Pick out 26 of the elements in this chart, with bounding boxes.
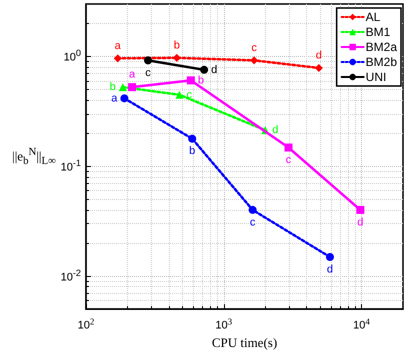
data-label: b bbox=[110, 81, 116, 94]
data-label: a bbox=[129, 68, 136, 81]
data-label: b bbox=[189, 145, 196, 158]
x-axis-title: CPU time(s) bbox=[212, 335, 278, 350]
data-label: a bbox=[114, 40, 122, 52]
data-label: b bbox=[198, 74, 204, 86]
data-label: d bbox=[316, 49, 322, 62]
data-label: c bbox=[145, 66, 152, 79]
legend-label: BM2a bbox=[366, 40, 398, 54]
y-tick-label: 10$^{-2}$ bbox=[60, 268, 81, 284]
legend-label: BM1 bbox=[366, 25, 391, 39]
legend-label: BM2b bbox=[366, 55, 398, 69]
legend-label: AL bbox=[366, 10, 381, 24]
y-tick-label: 10$^{0}$ bbox=[64, 48, 81, 64]
y-axis-title: ||e$_{b}$$^{N}$||$_{L∞}$ bbox=[12, 146, 56, 167]
data-label: c bbox=[286, 154, 292, 166]
data-label: d bbox=[211, 64, 218, 76]
data-label: c bbox=[250, 216, 256, 228]
data-label: c bbox=[251, 42, 258, 54]
data-label: b bbox=[174, 39, 180, 52]
data-label: d bbox=[357, 216, 364, 228]
data-label: a bbox=[111, 92, 118, 104]
legend-label: UNI bbox=[366, 70, 386, 84]
data-label: d bbox=[272, 124, 278, 136]
y-tick-label: 10$^{-1}$ bbox=[60, 158, 81, 174]
data-label: d bbox=[326, 264, 334, 276]
